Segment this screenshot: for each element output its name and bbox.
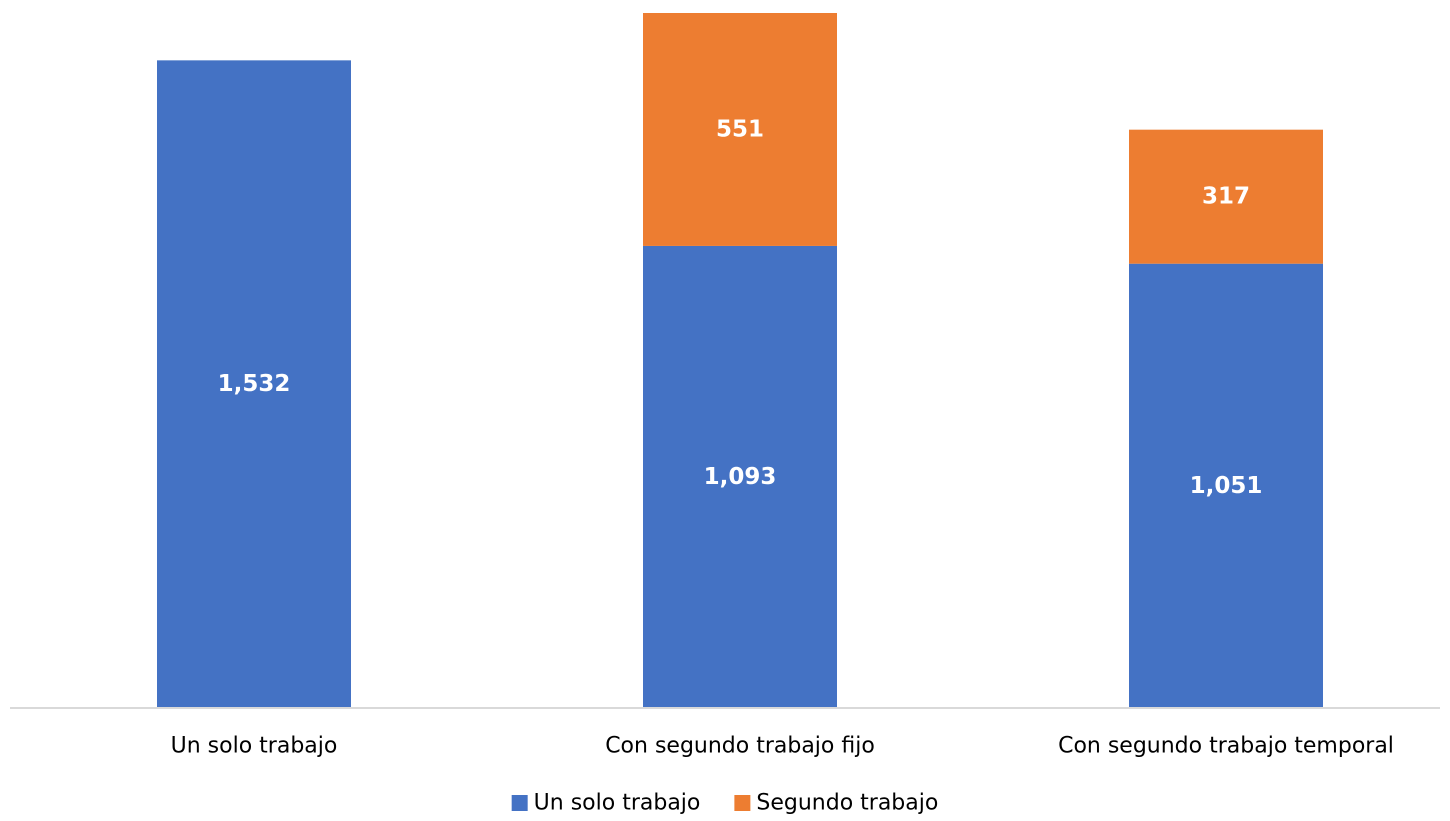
data-label-segundo-trabajo-con-segundo-trabajo-fijo: 551 xyxy=(716,116,764,142)
bar-segundo-trabajo-con-segundo-trabajo-temporal xyxy=(1129,129,1323,264)
legend-item-un-solo-trabajo: Un solo trabajo xyxy=(511,791,701,816)
bar-un-solo-trabajo-con-segundo-trabajo-fijo xyxy=(643,245,837,708)
category-label-con-segundo-trabajo-fijo: Con segundo trabajo fijo xyxy=(605,734,875,759)
bars-layer xyxy=(157,13,1323,709)
legend-label-segundo-trabajo: Segundo trabajo xyxy=(756,791,938,816)
legend: Un solo trabajo Segundo trabajo xyxy=(511,791,938,816)
bar-segundo-trabajo-con-segundo-trabajo-fijo xyxy=(643,13,837,246)
bar-un-solo-trabajo-un-solo-trabajo xyxy=(157,60,351,709)
data-labels-layer: 1,532 1,093 551 1,051 317 xyxy=(218,116,1263,498)
data-label-un-solo-trabajo-un-solo-trabajo: 1,532 xyxy=(218,371,291,397)
legend-swatch-un-solo-trabajo xyxy=(511,795,528,811)
legend-label-un-solo-trabajo: Un solo trabajo xyxy=(534,791,701,816)
category-labels-layer: Un solo trabajo Con segundo trabajo fijo C… xyxy=(171,734,1394,759)
bar-un-solo-trabajo-con-segundo-trabajo-temporal xyxy=(1129,263,1323,708)
data-label-un-solo-trabajo-con-segundo-trabajo-temporal: 1,051 xyxy=(1190,473,1263,499)
legend-item-segundo-trabajo: Segundo trabajo xyxy=(734,791,938,816)
category-label-con-segundo-trabajo-temporal: Con segundo trabajo temporal xyxy=(1058,734,1394,759)
data-label-segundo-trabajo-con-segundo-trabajo-temporal: 317 xyxy=(1202,184,1250,210)
legend-swatch-segundo-trabajo xyxy=(734,795,751,811)
category-label-un-solo-trabajo: Un solo trabajo xyxy=(171,734,338,759)
data-label-un-solo-trabajo-con-segundo-trabajo-fijo: 1,093 xyxy=(704,464,777,490)
